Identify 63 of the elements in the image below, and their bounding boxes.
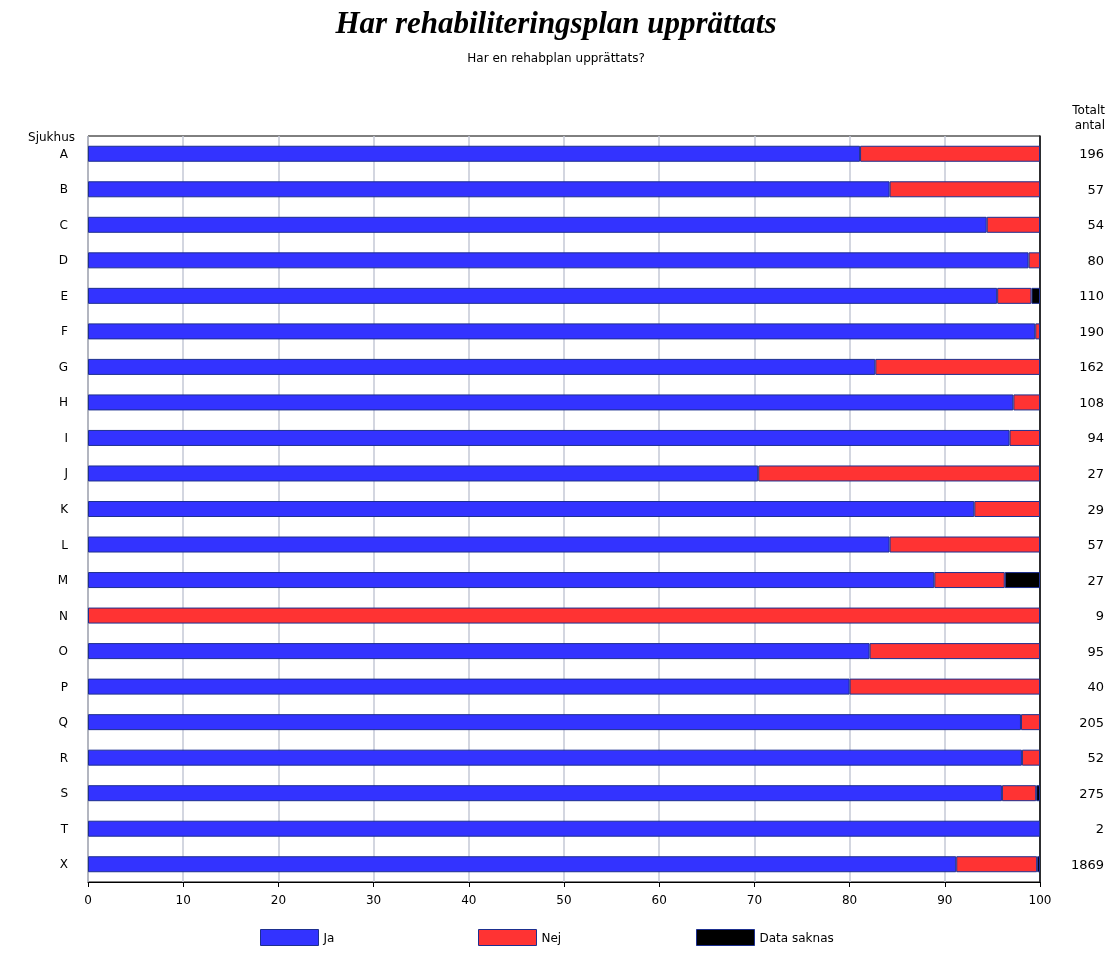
bar bbox=[88, 323, 1036, 340]
y2-tick-label: 40 bbox=[1087, 679, 1104, 695]
x-tick-label: 70 bbox=[746, 893, 763, 907]
bar bbox=[88, 607, 1040, 624]
y-tick-label: D bbox=[58, 253, 68, 268]
y2-tick-label: 95 bbox=[1087, 643, 1104, 659]
y2-tick-label: 162 bbox=[1079, 359, 1104, 375]
y2-tick-label: 108 bbox=[1079, 394, 1104, 410]
x-tick-label: 40 bbox=[461, 893, 477, 907]
y2-tick-label: 52 bbox=[1087, 750, 1104, 766]
y-tick-label: A bbox=[59, 146, 69, 161]
y-tick-label: B bbox=[59, 182, 68, 197]
y2-tick-label: 1869 bbox=[1070, 856, 1104, 872]
y-tick-label: T bbox=[59, 821, 69, 836]
y2-tick-label: 94 bbox=[1087, 430, 1104, 446]
y-tick-label: X bbox=[59, 857, 68, 872]
y2-tick-label: 57 bbox=[1087, 537, 1104, 553]
y-tick-label: H bbox=[58, 395, 68, 410]
y-tick-label: I bbox=[64, 430, 68, 445]
bar bbox=[88, 820, 1040, 837]
y-tick-label: O bbox=[58, 644, 68, 659]
y-tick-label: E bbox=[60, 288, 68, 303]
y2-tick-label: 2 bbox=[1095, 821, 1104, 837]
y2-tick-label: 205 bbox=[1079, 714, 1104, 730]
y-tick-label: J bbox=[63, 466, 68, 481]
y2-tick-label: 275 bbox=[1079, 785, 1104, 801]
x-tick-label: 100 bbox=[1028, 893, 1052, 907]
y2-tick-label: 57 bbox=[1087, 181, 1104, 197]
chart-title: Har rehabiliteringsplan upprättats bbox=[334, 5, 777, 40]
y2-tick-label: 190 bbox=[1079, 323, 1104, 339]
legend-label: Ja bbox=[322, 930, 335, 945]
y-tick-label: R bbox=[59, 750, 68, 765]
y2-tick-label: 27 bbox=[1087, 572, 1104, 588]
y2-tick-label: 9 bbox=[1095, 608, 1104, 624]
x-tick-label: 80 bbox=[841, 893, 858, 907]
x-tick-label: 10 bbox=[175, 893, 191, 907]
y-tick-label: S bbox=[60, 786, 68, 801]
y-tick-label: M bbox=[57, 573, 68, 588]
y2-tick-label: 54 bbox=[1087, 217, 1104, 233]
y2-tick-label: 80 bbox=[1087, 252, 1104, 268]
y2-tick-label: 29 bbox=[1087, 501, 1104, 517]
legend-label: Nej bbox=[541, 930, 562, 945]
x-tick-label: 0 bbox=[84, 893, 92, 907]
y-tick-label: N bbox=[59, 608, 68, 623]
x-tick-label: 50 bbox=[556, 893, 572, 907]
y2-tick-label: 27 bbox=[1087, 465, 1104, 481]
y2-tick-label: 196 bbox=[1079, 146, 1104, 162]
y2-axis-title: Totalt antal bbox=[1071, 102, 1106, 132]
chart-subtitle: Har en rehabplan upprättats? bbox=[467, 51, 645, 65]
y-axis-title: Sjukhus bbox=[28, 130, 75, 144]
y-tick-label: K bbox=[60, 502, 70, 516]
y-tick-label: G bbox=[58, 359, 68, 374]
x-tick-label: 20 bbox=[270, 893, 287, 907]
y-tick-label: C bbox=[59, 217, 68, 232]
x-tick-label: 90 bbox=[937, 893, 953, 907]
x-tick-label: 30 bbox=[365, 893, 382, 907]
y-tick-label: F bbox=[61, 324, 69, 339]
y-tick-label: P bbox=[60, 679, 68, 694]
x-tick-label: 60 bbox=[651, 893, 667, 907]
y-tick-label: L bbox=[61, 537, 69, 552]
legend-label: Data saknas bbox=[759, 930, 834, 945]
y2-tick-label: 110 bbox=[1079, 288, 1104, 304]
y-tick-label: Q bbox=[58, 715, 68, 730]
